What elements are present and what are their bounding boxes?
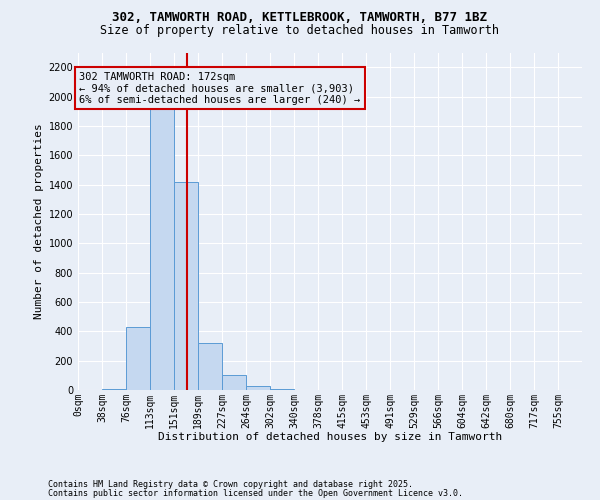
Text: Contains public sector information licensed under the Open Government Licence v3: Contains public sector information licen…	[48, 489, 463, 498]
Y-axis label: Number of detached properties: Number of detached properties	[34, 124, 44, 319]
Bar	[150, 89, 173, 390]
Text: Contains HM Land Registry data © Crown copyright and database right 2025.: Contains HM Land Registry data © Crown c…	[48, 480, 413, 489]
Bar	[126, 327, 149, 390]
Text: 302, TAMWORTH ROAD, KETTLEBROOK, TAMWORTH, B77 1BZ: 302, TAMWORTH ROAD, KETTLEBROOK, TAMWORT…	[113, 11, 487, 24]
Bar	[174, 182, 197, 390]
Text: Size of property relative to detached houses in Tamworth: Size of property relative to detached ho…	[101, 24, 499, 37]
Bar	[222, 376, 245, 390]
Bar	[198, 343, 221, 390]
Text: 302 TAMWORTH ROAD: 172sqm
← 94% of detached houses are smaller (3,903)
6% of sem: 302 TAMWORTH ROAD: 172sqm ← 94% of detac…	[79, 72, 361, 105]
X-axis label: Distribution of detached houses by size in Tamworth: Distribution of detached houses by size …	[158, 432, 502, 442]
Bar	[246, 386, 269, 390]
